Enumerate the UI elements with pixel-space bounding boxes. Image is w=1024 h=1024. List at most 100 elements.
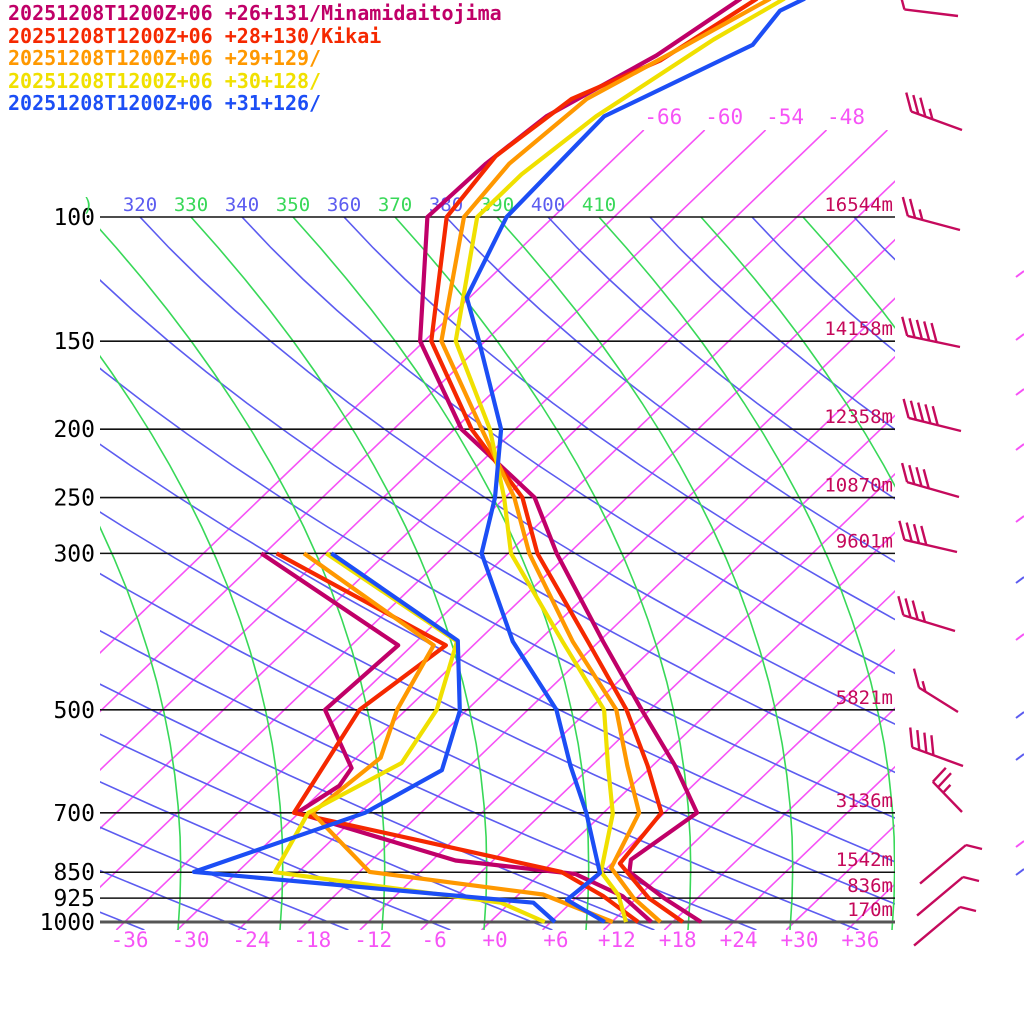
wind-barb [913,905,977,947]
potential-temperature-label: 350 [276,194,310,216]
wind-barb-staff [904,538,958,554]
wind-barb-tick [919,97,927,117]
pressure-tick-label: 100 [53,205,95,231]
potential-temperature-label: 360 [327,194,361,216]
temperature-tick-label: +18 [659,928,697,952]
edge-mark [1015,333,1024,341]
wind-barb-tick [908,198,917,219]
isotherm-line [100,130,888,889]
wind-barb-tick [920,525,928,546]
height-label: 5821m [836,687,893,709]
edge-mark [1015,270,1024,278]
wind-barb-tick [900,462,909,483]
temperature-tick-label: -30 [172,928,210,952]
pressure-tick-label: 200 [53,417,95,443]
wind-barb [900,462,960,499]
wind-barb-tick [912,523,921,544]
wind-barb-tick [905,92,913,112]
temperature-tick-label: +36 [841,928,879,952]
potential-temperature-label: 400 [531,194,565,216]
wind-barb-tick [931,405,939,426]
height-label: 12358m [824,406,893,428]
moist-adiabat-grid [100,217,895,930]
isotherm-line [481,531,895,930]
pressure-tick-label: 250 [53,486,95,512]
dry-adiabat-line [100,781,451,930]
pressure-lines [100,216,895,924]
wind-barb-tick [905,522,913,542]
dewpoint-curve [275,551,640,924]
height-label: 1542m [836,849,893,871]
edge-mark [1015,443,1024,451]
pressure-tick-label: 925 [53,886,95,912]
pressure-tick-label: 700 [53,801,95,827]
wind-barb-tick [908,464,916,485]
wind-barb [898,520,958,554]
wind-barb-tick [912,668,921,688]
wind-barb [900,0,959,18]
wind-barb-staff [910,110,963,132]
legend-station-1: 20251208T1200Z+06 +26+131/Minamidaitojim… [8,1,502,25]
isotherm-line [237,297,895,930]
temperature-tick-label: +0 [482,928,507,952]
edge-mark [1015,515,1024,523]
pressure-tick-label: 150 [53,329,95,355]
isotherm-line [785,824,895,930]
wind-barb [902,398,962,433]
wind-barb [931,766,963,813]
wind-barb [901,196,961,232]
wind-barb-tick [897,595,905,616]
temperature-tick-label: +6 [543,928,568,952]
height-label: 10870m [824,475,893,497]
edge-marks [1015,270,1024,876]
moist-adiabat-line [394,217,692,930]
dry-adiabat-line [100,629,757,930]
upper-isotherm-label: -66 [644,105,682,129]
temperature-tick-label: -6 [421,928,446,952]
wind-barb [909,727,964,768]
temperature-tick-label: +12 [598,928,636,952]
isotherm-line [542,590,895,930]
pressure-tick-label: 850 [53,860,95,886]
axis-labels: 100 16544m 150 14158m 200 12358m 250 10870m 300 9… [40,105,893,952]
wind-barb-tick [908,318,916,338]
moist-adiabat-line [700,217,895,488]
dewpoint-curves [191,551,653,924]
isotherm-line [100,130,767,772]
dry-adiabat-line [343,217,895,621]
station-legend: 20251208T1200Z+06 +26+131/Minamidaitojim… [8,2,502,115]
wind-barb-tick [930,735,935,756]
upper-isotherm-label: -54 [766,105,804,129]
legend-station-3: 20251208T1200Z+06 +29+129/ [8,46,322,70]
dry-adiabat-line [100,733,553,930]
isotherm-line [100,130,706,713]
temperature-curve [429,0,759,924]
potential-temperature-label: 320 [123,194,157,216]
wind-barb-staff [918,686,959,714]
wind-barb-tick [900,0,906,10]
potential-temperature-label: 390 [480,194,514,216]
wind-barb-tick [924,404,932,424]
wind-barb-tick [923,732,928,753]
dry-adiabat-line [100,572,859,930]
wind-barb [912,668,959,714]
dry-adiabat-line [445,217,895,563]
upper-isotherm-label: -48 [827,105,865,129]
wind-barb-tick [916,729,921,751]
wind-barb-column [897,0,983,947]
wind-barb [897,595,956,633]
dewpoint-curve [191,551,557,924]
wind-barb-tick [911,600,919,620]
potential-temperature-label: 410 [582,194,616,216]
dry-adiabat-line [139,217,895,726]
wind-barb-staff [906,334,961,349]
wind-barb-tick [937,772,952,788]
temperature-curve [439,0,772,924]
wind-barb [905,92,963,132]
dry-adiabat-line [100,367,895,819]
height-label: 14158m [824,318,893,340]
height-label: 16544m [824,194,893,216]
height-label: 836m [847,875,893,897]
height-label: 9601m [836,530,893,552]
edge-mark [1015,753,1024,761]
